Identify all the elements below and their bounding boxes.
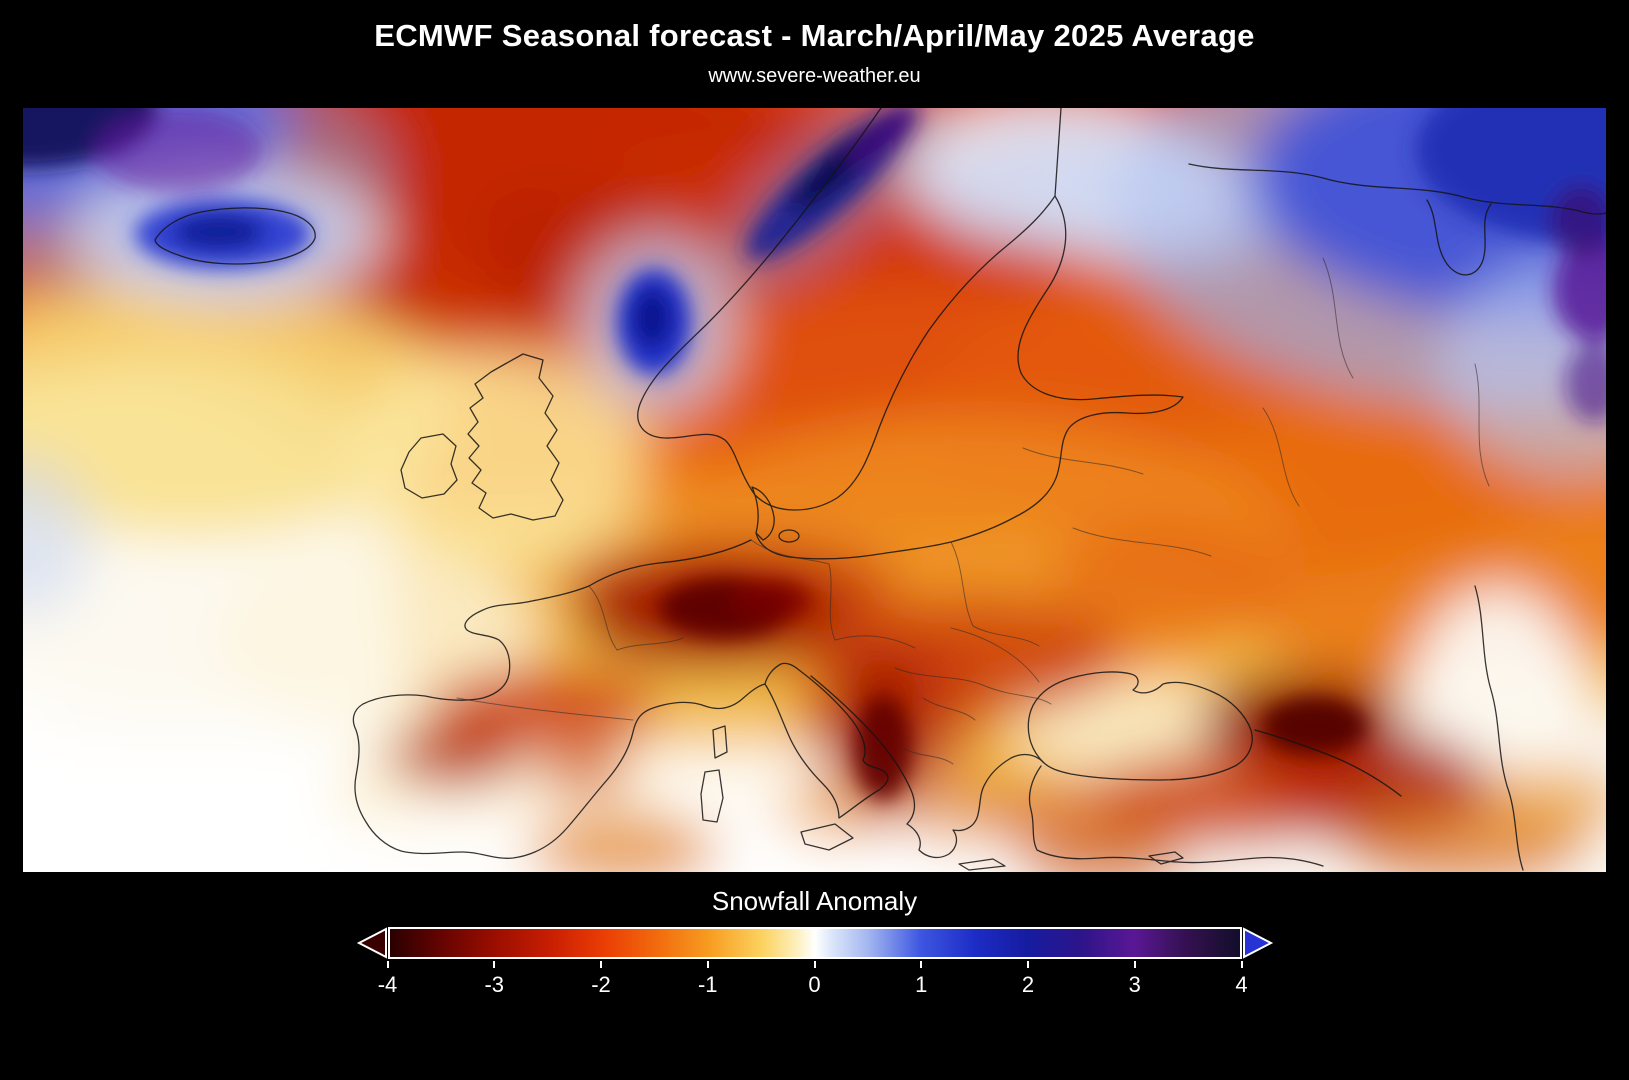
colorbar-left-arrow (356, 927, 388, 959)
colorbar-tick-label: 4 (1235, 972, 1248, 997)
europe-map-svg (23, 108, 1606, 872)
colorbar-right-arrow (1242, 927, 1274, 959)
colorbar-tick-mark (1027, 961, 1029, 968)
colorbar-ticks: -4 -3 -2 -1 0 1 2 3 4 (378, 961, 1248, 1005)
legend-title: Snowfall Anomaly (711, 886, 918, 916)
colorbar-tick-mark (706, 961, 709, 968)
colorbar-tick-label: -3 (484, 972, 505, 997)
colorbar-tick-label: 1 (915, 972, 928, 997)
header: ECMWF Seasonal forecast - March/April/Ma… (0, 0, 1629, 88)
colorbar-tick-mark (1133, 961, 1136, 968)
colorbar-tick-mark (386, 961, 389, 968)
colorbar-gradient (387, 927, 1242, 959)
colorbar-tick-label: -4 (377, 972, 398, 997)
colorbar-tick-mark (813, 961, 816, 968)
colorbar-tick-label: -1 (697, 972, 718, 997)
colorbar-tick-label: 2 (1021, 972, 1035, 997)
page-title: ECMWF Seasonal forecast - March/April/Ma… (374, 18, 1255, 53)
anomaly-cores (23, 108, 1606, 800)
colorbar-tick-label: 3 (1128, 972, 1141, 997)
colorbar-tick-mark (920, 961, 923, 968)
colorbar-tick-label: -2 (591, 972, 611, 997)
colorbar-tick-label: 0 (808, 972, 821, 997)
legend: Snowfall Anomaly -4 -3 -2 -1 0 1 (0, 878, 1629, 1005)
source-url: www.severe-weather.eu (708, 65, 921, 87)
country-borders (456, 257, 1490, 765)
colorbar-tick-mark (600, 961, 602, 968)
colorbar (356, 927, 1274, 959)
forecast-map (23, 108, 1606, 872)
colorbar-tick-mark (493, 961, 496, 968)
colorbar-tick-mark (1240, 961, 1243, 968)
coastlines (154, 108, 1606, 871)
